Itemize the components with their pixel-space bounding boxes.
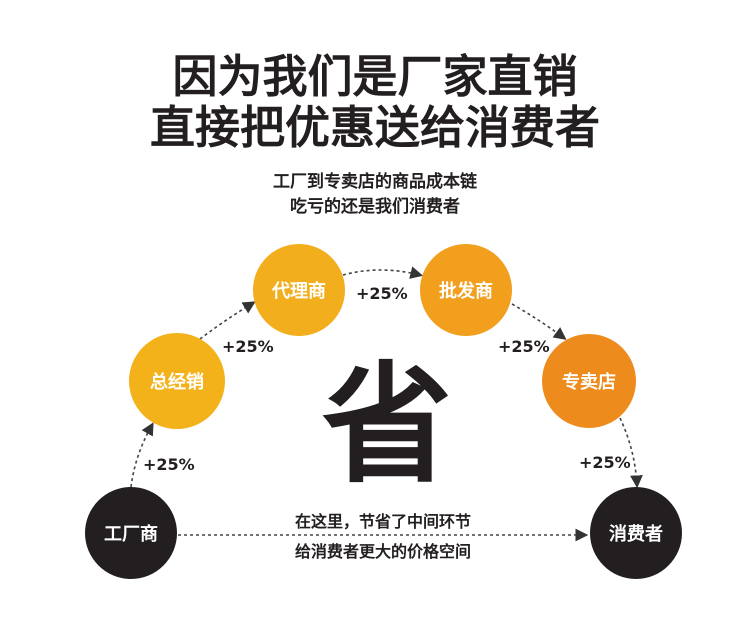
bottom-note-line-1: 在这里，节省了中间环节 bbox=[295, 512, 471, 531]
arrow-agent-to-wholesaler bbox=[342, 266, 424, 279]
node-agent: 代理商 bbox=[253, 244, 345, 336]
node-store: 专卖店 bbox=[542, 334, 636, 428]
markup-label: +25% bbox=[498, 337, 550, 356]
arrow-factory-to-distributor bbox=[130, 422, 154, 488]
markup-label: +25% bbox=[143, 455, 195, 474]
node-label: 消费者 bbox=[609, 523, 663, 545]
headline-line-1: 因为我们是厂家直销 bbox=[172, 50, 577, 103]
node-consumer: 消费者 bbox=[590, 487, 682, 579]
headline-line-2: 直接把优惠送给消费者 bbox=[150, 101, 600, 154]
node-label: 批发商 bbox=[439, 280, 493, 302]
subtitle-line-2: 吃亏的还是我们消费者 bbox=[290, 196, 460, 217]
node-factory: 工厂商 bbox=[85, 487, 177, 579]
node-label: 工厂商 bbox=[104, 523, 158, 545]
node-label: 代理商 bbox=[271, 280, 326, 302]
flow-arrows bbox=[130, 266, 643, 542]
node-label: 专卖店 bbox=[562, 371, 616, 393]
subtitle-line-1: 工厂到专卖店的商品成本链 bbox=[273, 171, 478, 192]
node-wholesaler: 批发商 bbox=[420, 244, 512, 336]
node-label: 总经销 bbox=[150, 371, 204, 393]
markup-label: +25% bbox=[356, 284, 408, 303]
arrow-wholesaler-to-store bbox=[511, 303, 567, 340]
bottom-note-line-2: 给消费者更大的价格空间 bbox=[295, 542, 471, 561]
node-general-distributor: 总经销 bbox=[129, 333, 225, 429]
arrow-distributor-to-agent bbox=[199, 301, 256, 340]
markup-label: +25% bbox=[579, 453, 631, 472]
arrow-store-to-consumer bbox=[619, 417, 643, 489]
center-character: 省 bbox=[322, 349, 452, 501]
markup-label: +25% bbox=[222, 337, 274, 356]
